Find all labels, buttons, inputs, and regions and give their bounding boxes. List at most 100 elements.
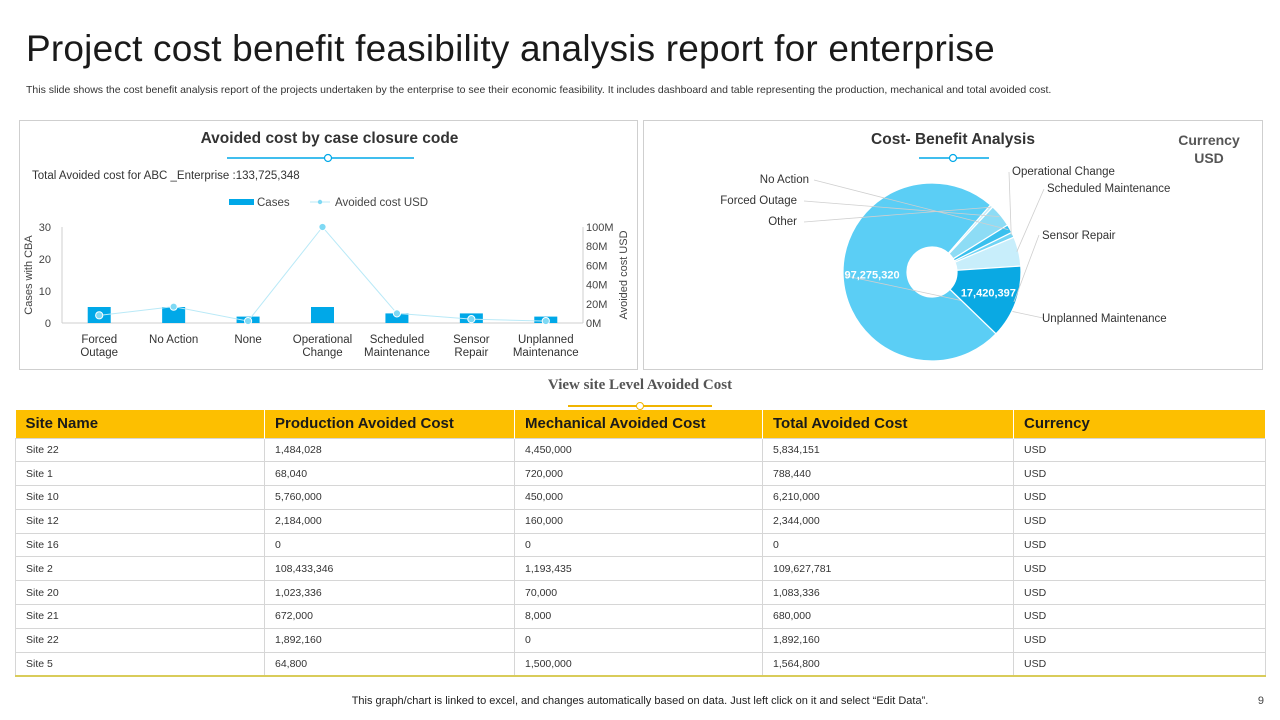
x-tick-label-line: Forced	[81, 334, 117, 346]
bar-chart[interactable]: Avoided cost by case closure code Total A…	[20, 121, 639, 371]
table-cell: USD	[1013, 651, 1266, 677]
y2-tick-label: 80M	[586, 241, 607, 253]
table-cell: USD	[1013, 604, 1266, 629]
table-cell: 672,000	[264, 604, 515, 629]
table-row: Site 22 1,484,028 4,450,000 5,834,151 USD	[15, 437, 1266, 463]
table-cell: 0	[264, 532, 515, 558]
table-cell: 1,083,336	[762, 580, 1014, 606]
table-cell: Site 20	[15, 580, 265, 606]
x-tick-label: No Action	[149, 334, 198, 346]
y2-tick-label: 100M	[586, 222, 614, 234]
table-cell: Site 21	[15, 604, 265, 629]
legend-cost-label: Avoided cost USD	[335, 197, 428, 209]
pie-chart[interactable]: Cost- Benefit Analysis Currency USD Unplann…	[644, 121, 1264, 371]
currency-value: USD	[1194, 150, 1224, 166]
y2-tick-label: 0M	[586, 318, 601, 330]
currency-label: Currency	[1178, 132, 1240, 148]
table-cell: 0	[762, 532, 1014, 558]
column-header: Total Avoided Cost	[762, 410, 1014, 438]
table-cell: 109,627,781	[762, 556, 1014, 582]
x-tick-label: Scheduled Maintenance	[364, 334, 430, 359]
pie-slice	[842, 182, 997, 362]
pie-leader-line	[1016, 188, 1045, 252]
table-cell: Site 16	[15, 532, 265, 558]
table-title-dot	[636, 402, 644, 410]
table-cell: 2,184,000	[264, 508, 515, 534]
table-cell: Site 22	[15, 437, 265, 463]
table-cell: USD	[1013, 627, 1266, 653]
page-number: 9	[1257, 695, 1264, 707]
x-tick-label: Forced Outage	[80, 334, 118, 359]
table-header: Site Name Production Avoided Cost Mechanic…	[15, 410, 1266, 438]
column-header: Currency	[1013, 410, 1266, 438]
y-tick-label: 0	[45, 318, 51, 330]
footer-note: This graph/chart is linked to excel, and…	[351, 695, 929, 707]
table-cell: Site 22	[15, 627, 265, 653]
table-cell: 160,000	[514, 508, 763, 534]
y-tick-label: 20	[39, 254, 51, 266]
table-cell: 1,193,435	[514, 556, 763, 582]
pie-value-label: 17,420,397	[961, 288, 1016, 300]
legend-cases-label: Cases	[257, 197, 290, 209]
bar-cases	[311, 307, 334, 323]
table-cell: 1,564,800	[762, 651, 1014, 677]
pie-category-label: Forced Outage	[720, 195, 797, 207]
pie-category-label: No Action	[760, 174, 809, 186]
table-cell: 1,023,336	[264, 580, 515, 606]
table-cell: USD	[1013, 437, 1266, 463]
page-title: Project cost benefit feasibility analysi…	[26, 28, 995, 69]
x-tick-label: Sensor Repair	[453, 334, 490, 359]
table-cell: 70,000	[514, 580, 763, 606]
table-body: Site 22 1,484,028 4,450,000 5,834,151 USD Sit…	[15, 437, 1266, 677]
table-cell: USD	[1013, 485, 1266, 510]
table-cell: 1,892,160	[264, 627, 515, 653]
line-avoided-cost	[99, 226, 546, 322]
point-avoided-cost	[169, 302, 178, 311]
table-cell: Site 5	[15, 651, 265, 677]
table-row: Site 16 0 0 0 USD	[15, 532, 1266, 558]
bar-chart-total-note: Total Avoided cost for ABC _Enterprise :…	[32, 170, 300, 182]
x-tick-label-line: Sensor	[453, 334, 490, 346]
pie-category-label: Other	[768, 216, 797, 228]
table-cell: 2,344,000	[762, 508, 1014, 534]
table-cell: 64,800	[264, 651, 515, 677]
table-cell: Site 12	[15, 508, 265, 534]
table-cell: USD	[1013, 508, 1266, 534]
x-tick-label-line: None	[234, 334, 261, 346]
table-row: Site 20 1,023,336 70,000 1,083,336 USD	[15, 580, 1266, 606]
table-cell: 108,433,346	[264, 556, 515, 582]
table-cell: 720,000	[514, 461, 763, 487]
table-header-row: Site Name Production Avoided Cost Mechanic…	[15, 410, 1266, 438]
table-cell: 68,040	[264, 461, 515, 487]
x-tick-label-line: Change	[302, 347, 342, 359]
y2-tick-label: 60M	[586, 260, 607, 272]
bar-chart-panel[interactable]: Avoided cost by case closure code Total A…	[19, 120, 638, 370]
x-tick-label-line: Scheduled	[370, 334, 424, 346]
table-row: Site 2 108,433,346 1,193,435 109,627,781 USD	[15, 556, 1266, 582]
column-header: Mechanical Avoided Cost	[514, 410, 763, 438]
pie-chart-panel[interactable]: Cost- Benefit Analysis Currency USD Unplann…	[643, 120, 1263, 370]
table-cell: 1,484,028	[264, 437, 515, 463]
bar-cases	[162, 307, 186, 323]
point-avoided-cost	[318, 222, 327, 232]
x-tick-label: Unplanned Maintenance	[513, 334, 579, 359]
pie-chart-title: Cost- Benefit Analysis	[871, 131, 1035, 148]
point-avoided-cost	[95, 311, 104, 320]
table-cell: USD	[1013, 532, 1266, 558]
table-cell: 5,760,000	[264, 485, 515, 510]
column-header: Production Avoided Cost	[264, 410, 515, 438]
table-cell: 788,440	[762, 461, 1014, 487]
pie-leader-line	[1013, 234, 1040, 303]
table-row: Site 22 1,892,160 0 1,892,160 USD	[15, 627, 1266, 653]
x-tick-label: Operational Change	[293, 334, 352, 359]
x-tick-label-line: Repair	[454, 347, 488, 359]
table-cell: 0	[514, 627, 763, 653]
table-cell: 450,000	[514, 485, 763, 510]
point-avoided-cost	[243, 316, 253, 326]
y2-tick-label: 20M	[586, 299, 607, 311]
table-cell: 680,000	[762, 604, 1014, 629]
table-cell: USD	[1013, 556, 1266, 582]
table-cell: Site 1	[15, 461, 265, 487]
table-title: View site Level Avoided Cost	[547, 377, 733, 393]
x-tick-label-line: No Action	[149, 334, 198, 346]
